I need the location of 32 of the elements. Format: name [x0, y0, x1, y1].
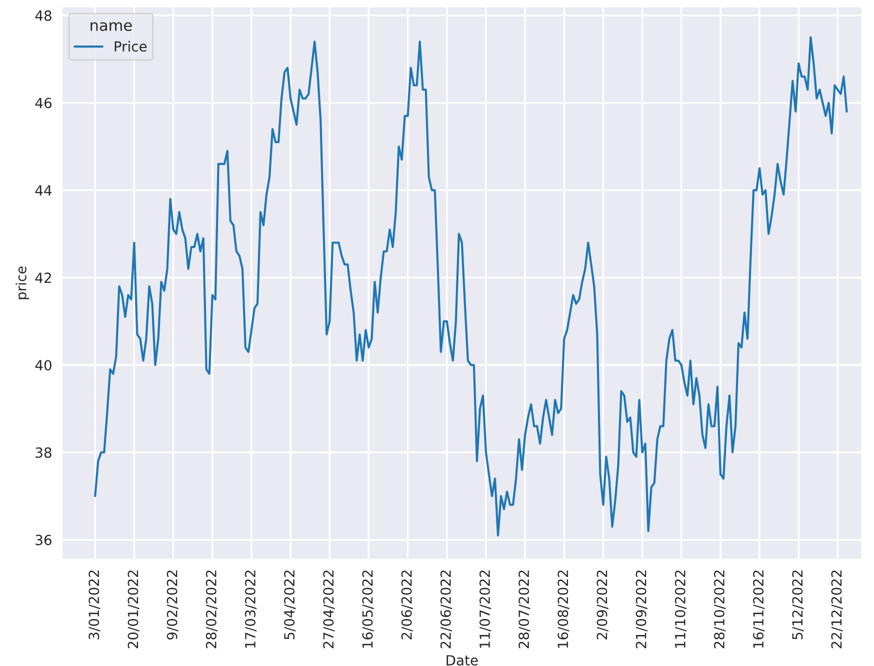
x-tick-label: 17/03/2022 [244, 570, 257, 648]
x-tick-label: 28/02/2022 [206, 570, 218, 648]
x-tick-label: 16/11/2022 [753, 570, 765, 648]
legend-label: Price [114, 40, 147, 52]
x-tick-label: 9/02/2022 [166, 570, 178, 640]
x-tick-label: 27/04/2022 [323, 570, 335, 648]
x-tick-label: 22/06/2022 [440, 570, 452, 648]
x-tick-label: 11/07/2022 [479, 570, 492, 648]
x-tick-label: 16/08/2022 [558, 570, 570, 648]
x-axis-title: Date [446, 655, 478, 666]
y-tick-label: 44 [35, 185, 52, 196]
x-tick-label: 20/01/2022 [128, 570, 140, 648]
y-tick-label: 38 [36, 447, 52, 458]
x-tick-label: 21/09/2022 [636, 570, 648, 648]
y-tick-label: 46 [35, 98, 52, 108]
y-tick-label: 42 [35, 272, 51, 283]
x-tick-label: 2/09/2022 [596, 570, 608, 640]
x-tick-label: 11/10/2022 [674, 570, 686, 648]
y-tick-label: 40 [35, 360, 52, 370]
x-tick-label: 2/06/2022 [401, 570, 413, 640]
legend-title: name [90, 22, 132, 31]
y-tick-label: 48 [35, 10, 52, 21]
y-tick-label: 36 [36, 534, 52, 546]
x-tick-label: 22/12/2022 [831, 570, 843, 648]
line-series [94, 36, 848, 536]
y-axis-title: price [16, 266, 30, 300]
x-tick-label: 5/04/2022 [284, 570, 296, 640]
x-tick-label: 5/12/2022 [792, 570, 804, 640]
x-tick-label: 28/07/2022 [518, 570, 530, 648]
x-tick-label: 28/10/2022 [714, 570, 726, 648]
x-tick-label: 16/05/2022 [362, 570, 374, 648]
x-tick-label: 3/01/2022 [88, 570, 100, 640]
